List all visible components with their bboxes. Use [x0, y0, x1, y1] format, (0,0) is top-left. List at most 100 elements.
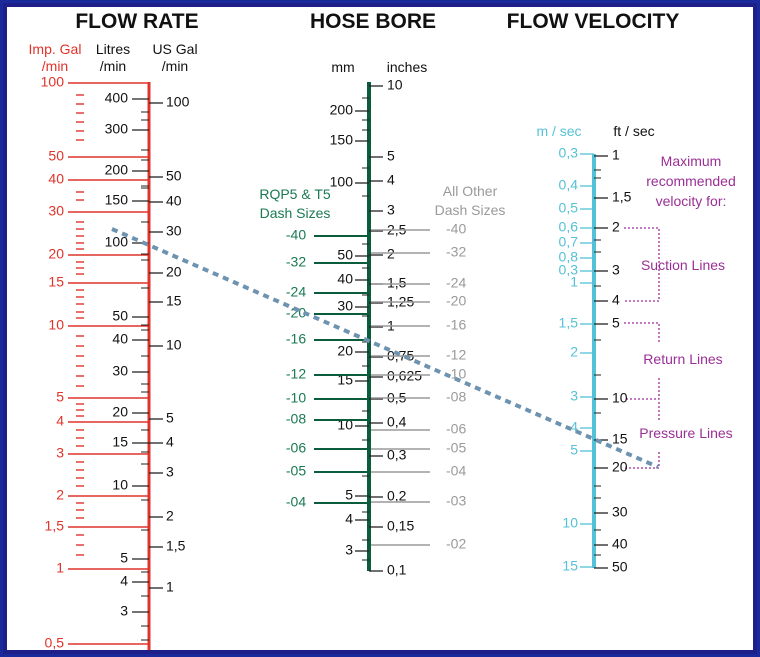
other-dash-label: -16 [446, 317, 466, 333]
ft-sec-tick-label: 1,5 [612, 189, 632, 205]
inch-tick-label: 4 [387, 172, 395, 188]
litres-tick-label: 30 [112, 363, 128, 379]
inch-tick-label: 10 [387, 77, 403, 93]
return-bracket-bottom [624, 378, 660, 400]
us-gal-tick-label: 20 [166, 264, 182, 280]
us-gal-tick-label: 40 [166, 193, 182, 209]
other-dash-label: -08 [446, 389, 466, 405]
imp-gal-tick-label: 4 [56, 413, 64, 429]
pressure-bracket-bottom [624, 452, 660, 469]
mm-tick-label: 200 [330, 102, 354, 118]
unit-us-gal: US Gal [152, 41, 197, 57]
imp-gal-tick-label: 15 [48, 274, 64, 290]
m-sec-tick-label: 0,8 [559, 249, 579, 265]
litres-tick-label: 15 [112, 434, 128, 450]
us-gal-tick-label: 10 [166, 337, 182, 353]
unit-inches: inches [387, 59, 427, 75]
ft-sec-tick-label: 3 [612, 262, 620, 278]
velocity-heading-line1: Maximum [661, 153, 722, 169]
rqp-dash-label: -32 [286, 254, 306, 270]
litres-tick-label: 300 [105, 121, 129, 137]
other-dash-label: -10 [446, 366, 466, 382]
us-gal-tick-label: 5 [166, 410, 174, 426]
mm-tick-label: 3 [345, 542, 353, 558]
litres-tick-label: 10 [112, 477, 128, 493]
velocity-range-brackets [624, 227, 660, 469]
m-sec-tick-label: 0,7 [559, 234, 579, 250]
title-flow-rate: FLOW RATE [75, 10, 198, 33]
m-sec-tick-label: 0,3 [559, 145, 579, 161]
other-heading-line1: All Other [443, 183, 498, 199]
other-dash-label: -40 [446, 221, 466, 237]
ft-sec-tick-label: 30 [612, 504, 628, 520]
ft-sec-tick-label: 2 [612, 219, 620, 235]
title-flow-velocity: FLOW VELOCITY [507, 10, 680, 33]
inch-tick-label: 0,2 [387, 488, 407, 504]
ft-sec-tick-label: 15 [612, 431, 628, 447]
litres-tick-label: 100 [105, 234, 129, 250]
imp-gal-tick-label: 2 [56, 487, 64, 503]
inch-tick-label: 1,5 [387, 275, 407, 291]
example-line [111, 227, 659, 469]
m-sec-tick-label: 5 [570, 442, 578, 458]
unit-us-gal-min: /min [162, 58, 188, 74]
unit-litres: Litres [96, 41, 130, 57]
other-dash-label: -04 [446, 463, 466, 479]
pressure-lines-label: Pressure Lines [639, 425, 732, 441]
velocity-heading-line2: recommended [646, 173, 736, 189]
example-line-group [111, 227, 659, 469]
chart-background [7, 7, 753, 650]
imp-gal-tick-label: 10 [48, 317, 64, 333]
unit-m-sec: m / sec [536, 123, 581, 139]
us-gal-tick-label: 50 [166, 168, 182, 184]
litres-tick-label: 200 [105, 162, 129, 178]
rqp-dash-label: -16 [286, 331, 306, 347]
litres-tick-label: 50 [112, 308, 128, 324]
ft-sec-tick-label: 50 [612, 559, 628, 575]
inch-tick-label: 0,3 [387, 447, 407, 463]
litres-tick-label: 3 [120, 603, 128, 619]
rqp-dash-label: -06 [286, 440, 306, 456]
m-sec-tick-label: 3 [570, 388, 578, 404]
imp-gal-tick-label: 40 [48, 171, 64, 187]
mm-tick-label: 100 [330, 174, 354, 190]
unit-litres-min: /min [100, 58, 126, 74]
litres-tick-label: 150 [105, 192, 129, 208]
other-dash-label: -32 [446, 244, 466, 260]
ft-sec-tick-label: 10 [612, 390, 628, 406]
m-sec-tick-label: 0,6 [559, 219, 579, 235]
mm-tick-label: 5 [345, 487, 353, 503]
imp-gal-tick-label: 20 [48, 246, 64, 262]
imp-gal-tick-label: 3 [56, 445, 64, 461]
litres-tick-label: 40 [112, 331, 128, 347]
other-heading-line2: Dash Sizes [435, 202, 506, 218]
m-sec-tick-label: 4 [570, 419, 578, 435]
ft-sec-tick-label: 1 [612, 147, 620, 163]
other-dash-label: -02 [446, 536, 466, 552]
inch-tick-label: 0,15 [387, 518, 414, 534]
rqp-dash-label: -40 [286, 227, 306, 243]
title-hose-bore: HOSE BORE [310, 10, 436, 33]
other-dash-label: -20 [446, 293, 466, 309]
us-gal-tick-label: 3 [166, 464, 174, 480]
rqp-dash-label: -12 [286, 366, 306, 382]
other-dash-label: -24 [446, 275, 466, 291]
m-sec-tick-label: 1 [570, 274, 578, 290]
imp-gal-tick-label: 30 [48, 203, 64, 219]
imp-gal-tick-label: 50 [48, 148, 64, 164]
imp-gal-tick-label: 1 [56, 560, 64, 576]
rqp-dash-label: -04 [286, 494, 306, 510]
mm-tick-label: 150 [330, 132, 354, 148]
rqp-dash-label: -10 [286, 390, 306, 406]
m-sec-tick-label: 15 [562, 558, 578, 574]
imp-gal-tick-label: 0,5 [45, 635, 65, 651]
unit-imp-gal-min: /min [42, 58, 68, 74]
mm-tick-label: 4 [345, 511, 353, 527]
litres-tick-label: 20 [112, 404, 128, 420]
ft-sec-tick-label: 5 [612, 315, 620, 331]
us-gal-tick-label: 1,5 [166, 538, 186, 554]
suction-bracket [624, 227, 660, 302]
imp-gal-tick-label: 5 [56, 389, 64, 405]
us-gal-tick-label: 2 [166, 508, 174, 524]
